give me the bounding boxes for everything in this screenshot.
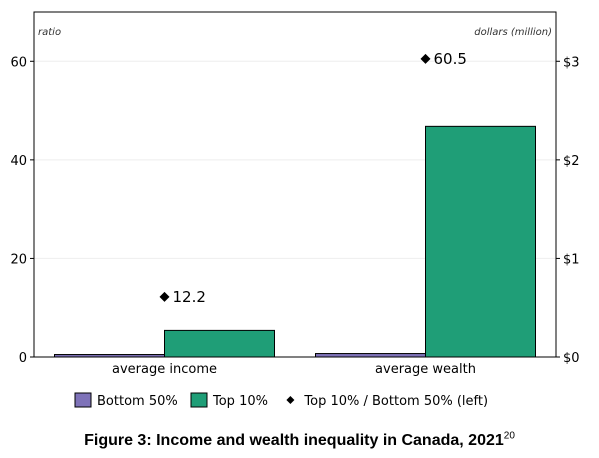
plot-frame [33, 11, 557, 358]
bar-top-10- [164, 329, 275, 358]
category-label: average income [112, 362, 217, 377]
left-axis: 0 20 40 60 [10, 55, 34, 366]
left-axis-label: ratio [38, 27, 61, 38]
ratio-marker [159, 291, 170, 302]
left-tick-label: 40 [10, 154, 27, 169]
caption-footnote: 20 [503, 430, 515, 442]
legend-swatch [74, 392, 92, 408]
left-tick-label: 0 [19, 351, 27, 366]
ratio-label: 12.2 [173, 288, 206, 306]
category-label: average wealth [375, 362, 476, 377]
left-tick-label: 20 [10, 252, 27, 267]
bar-top-10- [425, 125, 536, 358]
category-labels: average income average wealth [112, 362, 476, 377]
bar-chart: 0 20 40 60 $0 $1 $2 $3 average income average w… [10, 11, 580, 409]
legend-swatch [190, 392, 208, 408]
ratio-marker [420, 53, 431, 64]
right-axis-label: dollars (million) [474, 27, 552, 38]
legend-label: Bottom 50% [97, 394, 178, 409]
right-tick-label: $0 [563, 351, 580, 366]
legend: Bottom 50% Top 10% Top 10% / Bottom 50% (l… [74, 392, 488, 409]
ratio-markers: 12.2 60.5 [159, 50, 467, 306]
right-tick-label: $1 [563, 252, 580, 267]
legend-label: Top 10% [212, 394, 268, 409]
legend-marker [286, 396, 295, 404]
caption-text: Figure 3: Income and wealth inequality i… [84, 432, 504, 449]
right-axis: $0 $1 $2 $3 [556, 55, 580, 366]
figure-caption: Figure 3: Income and wealth inequality i… [0, 430, 599, 450]
bar-bottom-50- [315, 353, 426, 358]
right-tick-label: $2 [563, 154, 580, 169]
right-tick-label: $3 [563, 55, 580, 70]
left-tick-label: 60 [10, 55, 27, 70]
bars [54, 125, 536, 358]
legend-label: Top 10% / Bottom 50% (left) [303, 394, 488, 409]
ratio-label: 60.5 [434, 50, 467, 68]
